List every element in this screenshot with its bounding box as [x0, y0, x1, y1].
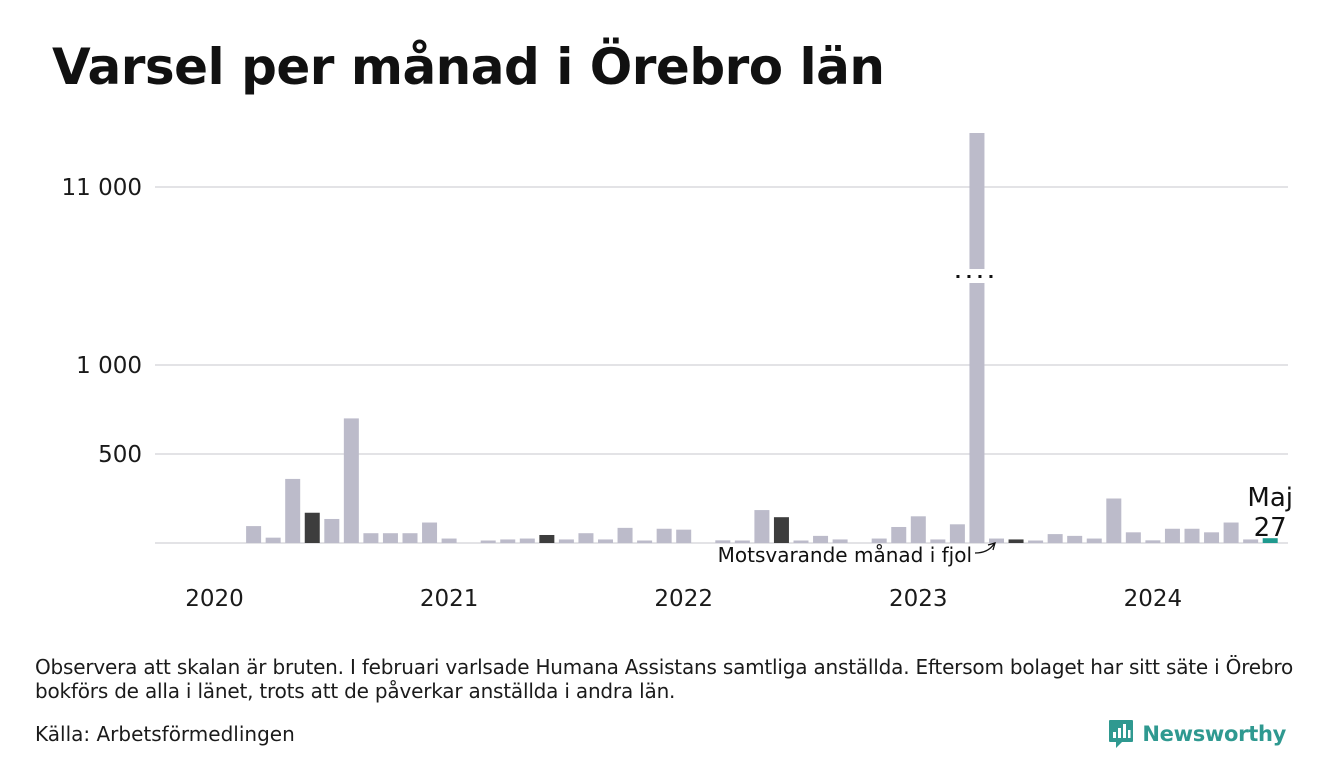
bar	[910, 516, 926, 543]
bar	[715, 540, 731, 543]
current-value-label: 27	[1254, 513, 1287, 543]
bar	[949, 524, 965, 543]
brand-name: Newsworthy	[1142, 722, 1286, 746]
axis-break-dot	[967, 275, 971, 278]
bar	[1086, 538, 1102, 543]
annotation-arrow	[974, 543, 995, 554]
bar	[1125, 532, 1141, 543]
bar	[1184, 528, 1200, 543]
bar	[343, 418, 359, 543]
y-tick-label: 11 000	[62, 175, 142, 201]
bar	[930, 539, 946, 543]
bar	[793, 540, 809, 543]
bar	[246, 526, 262, 543]
bar	[832, 539, 848, 543]
gridlines	[155, 186, 1288, 544]
bar	[1243, 539, 1259, 543]
bar	[734, 540, 750, 543]
bar	[382, 533, 398, 543]
bar	[1008, 539, 1024, 543]
bars	[246, 133, 1278, 543]
annotation-arrowhead	[987, 542, 996, 551]
bar	[1028, 540, 1044, 543]
bar	[304, 512, 320, 543]
bar	[265, 537, 281, 543]
x-axis-ticks: 2020 2021 2022 2023 2024	[185, 586, 1182, 612]
bar	[324, 518, 340, 543]
axis-break-gap	[957, 269, 997, 283]
y-axis-ticks: 500 1 000 11 000	[62, 175, 142, 468]
x-tick-label: 2023	[889, 586, 948, 612]
x-tick-label: 2022	[654, 586, 713, 612]
bar	[402, 533, 418, 543]
y-tick-label: 1 000	[76, 353, 142, 379]
bar	[989, 538, 1004, 543]
y-tick-label: 500	[98, 442, 142, 468]
bar	[1262, 538, 1278, 543]
chart-note: Observera att skalan är bruten. I februa…	[35, 655, 1294, 703]
bar	[773, 517, 789, 543]
x-tick-label: 2024	[1124, 586, 1183, 612]
bar	[363, 533, 379, 543]
chart-title: Varsel per månad i Örebro län	[52, 38, 885, 96]
newsworthy-logo[interactable]: Newsworthy	[1108, 717, 1286, 751]
bar	[1067, 535, 1083, 543]
bar	[519, 538, 535, 543]
bar	[1164, 528, 1180, 543]
bar	[539, 534, 555, 543]
bar	[1106, 498, 1122, 543]
bar	[1204, 532, 1220, 543]
axis-break-dot	[989, 275, 993, 278]
source-label: Källa: Arbetsförmedlingen	[35, 722, 295, 746]
bar	[891, 526, 907, 543]
bar	[871, 538, 887, 543]
bar	[754, 510, 770, 543]
bar	[1047, 534, 1063, 543]
axis-break-dot	[978, 275, 982, 278]
axis-break-dot	[956, 275, 960, 278]
bar	[480, 540, 496, 543]
bar	[285, 478, 301, 543]
bar	[598, 539, 613, 543]
bar	[969, 133, 985, 543]
bar	[500, 539, 516, 543]
bar	[441, 538, 457, 543]
newsworthy-logo-icon	[1109, 720, 1134, 748]
bar	[422, 522, 438, 543]
bar	[1223, 522, 1239, 543]
bar	[578, 533, 594, 543]
bar	[1145, 540, 1161, 543]
x-tick-label: 2020	[185, 586, 244, 612]
same-month-annotation: Motsvarande månad i fjol	[718, 543, 972, 567]
bar	[558, 539, 574, 543]
bar	[617, 527, 633, 543]
bar	[813, 535, 829, 543]
axis-break	[956, 269, 997, 283]
x-tick-label: 2021	[420, 586, 479, 612]
current-month-label: Maj	[1247, 483, 1293, 513]
bar	[676, 529, 692, 543]
bar	[637, 540, 653, 543]
bar	[656, 528, 672, 543]
